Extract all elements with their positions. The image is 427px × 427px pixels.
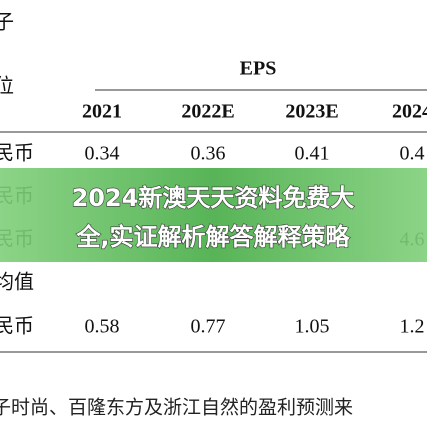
corner-text: 子 (0, 12, 14, 34)
column-header: 2021 (82, 101, 122, 123)
footnote: 子时尚、百隆东方及浙江自然的盈利预测来 (0, 397, 353, 419)
cell: 0.77 (191, 316, 226, 338)
cell: 0.36 (191, 143, 226, 165)
cell: 0.58 (85, 316, 120, 338)
group-header: EPS (240, 58, 277, 80)
cell: 1.2 (400, 316, 425, 338)
column-header: 2024 (392, 101, 427, 123)
row-label: 民币 (0, 315, 34, 338)
row-label: 均值 (0, 271, 34, 294)
row-label: 民币 (0, 142, 34, 165)
column-header: 2023E (285, 101, 338, 123)
banner-text: 全,实证解析解答解释策略 (75, 223, 350, 251)
column-header: 2022E (181, 101, 234, 123)
cell: 1.05 (295, 316, 330, 338)
banner-text: 2024新澳天天资料免费大 (72, 184, 355, 212)
cell: 0.41 (295, 143, 330, 165)
unit-text: 位 (0, 75, 14, 98)
cell: 0.34 (85, 143, 120, 165)
banner (0, 168, 427, 262)
cell: 0.4 (400, 143, 425, 165)
